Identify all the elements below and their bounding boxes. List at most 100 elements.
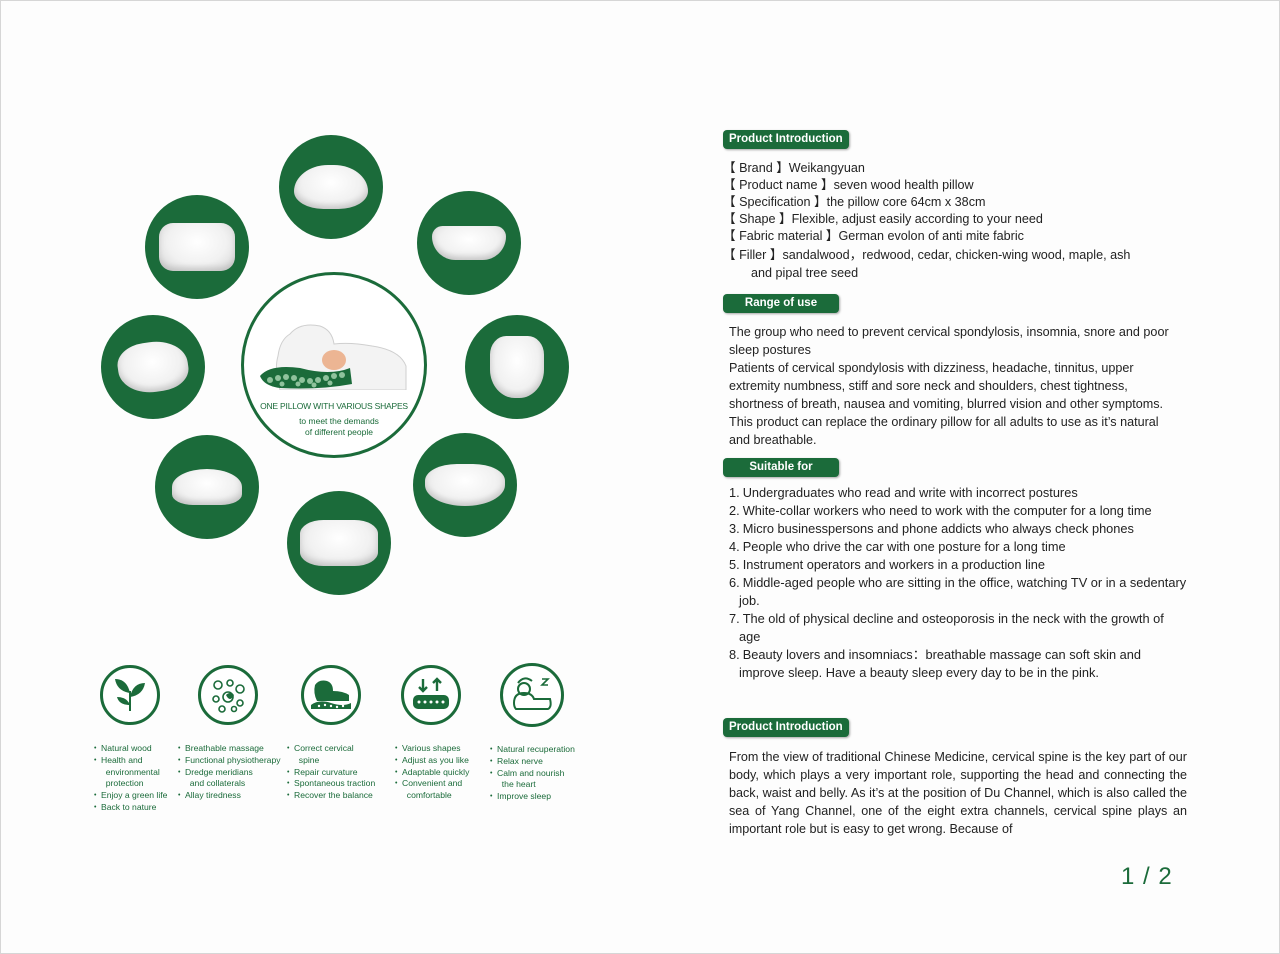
product-introduction-text: From the view of traditional Chinese Med…: [729, 750, 1187, 836]
pillow-image: [300, 520, 378, 566]
list-item: 5. Instrument operators and workers in a …: [729, 556, 1187, 574]
pillow-image: [159, 223, 235, 271]
section-tag-range-of-use: Range of use: [723, 294, 839, 313]
list-text: The old of physical decline and osteopor…: [739, 611, 1164, 644]
pillow-shape-2: [145, 195, 249, 299]
feature-natural: Natural wood Health and environmental pr…: [94, 665, 167, 814]
center-title: ONE PILLOW WITH VARIOUS SHAPES: [260, 401, 408, 411]
list-number: 3.: [729, 521, 740, 536]
feature-item: Spontaneous traction: [287, 778, 375, 790]
feature-item: Adjust as you like: [395, 755, 469, 767]
sleeping-person-icon: [500, 663, 564, 727]
feature-sleep: Natural recuperation Relax nerve Calm an…: [490, 663, 575, 803]
feature-item: the heart: [497, 779, 536, 790]
feature-item: Calm and nourish: [490, 768, 575, 780]
list-number: 8.: [729, 647, 740, 662]
feature-item: Functional physiotherapy: [178, 755, 281, 767]
list-item: 3. Micro businesspersons and phone addict…: [729, 520, 1187, 538]
feature-item: Repair curvature: [287, 767, 375, 779]
list-number: 2.: [729, 503, 740, 518]
feature-list: Breathable massage Functional physiother…: [178, 743, 281, 802]
list-item: 7. The old of physical decline and osteop…: [729, 610, 1187, 646]
spec-fabric: 【 Fabric material 】German evolon of anti…: [723, 229, 1024, 244]
pillow-shape-7: [413, 433, 517, 537]
pillow-shape-4: [101, 315, 205, 419]
spec-product-name: 【 Product name 】seven wood health pillow: [723, 178, 974, 193]
feature-list: Natural wood Health and environmental pr…: [94, 743, 167, 814]
feature-item: Correct cervical: [287, 743, 375, 755]
list-text: Middle-aged people who are sitting in th…: [739, 575, 1187, 608]
feature-item: Dredge meridians: [178, 767, 281, 779]
feature-item: Adaptable quickly: [395, 767, 469, 779]
pillow-image: [432, 226, 506, 260]
pillow-image: [490, 336, 544, 398]
spec-filler-cont: and pipal tree seed: [751, 265, 859, 280]
feature-cervical: Correct cervical spine Repair curvature …: [287, 665, 375, 802]
feature-list: Natural recuperation Relax nerve Calm an…: [490, 744, 575, 803]
feature-item: environmental: [101, 766, 160, 777]
spec-brand: 【 Brand 】Weikangyuan: [723, 161, 865, 175]
page-number: 1 / 2: [1121, 863, 1173, 890]
pillow-shape-8: [287, 491, 391, 595]
feature-item: Natural recuperation: [490, 744, 575, 756]
section-tag-suitable-for: Suitable for: [723, 458, 839, 477]
product-specs: 【 Brand 】Weikangyuan 【 Product name 】sev…: [723, 160, 1130, 282]
pillow-image: [114, 337, 192, 397]
list-text: Beauty lovers and insomniacs：breathable …: [739, 647, 1142, 680]
feature-item: Health and: [94, 755, 167, 767]
list-text: People who drive the car with one postur…: [742, 539, 1066, 554]
feature-item: Improve sleep: [490, 791, 575, 803]
feature-item: Natural wood: [94, 743, 167, 755]
feature-item: Back to nature: [94, 802, 167, 814]
feature-item: protection: [101, 778, 144, 789]
massage-beads-icon: [198, 665, 258, 725]
neck-support-icon: [301, 665, 361, 725]
feature-item: and collaterals: [185, 778, 246, 789]
pillow-image: [294, 165, 368, 209]
list-number: 5.: [729, 557, 740, 572]
adjustable-arrows-icon: [401, 665, 461, 725]
center-subtitle: to meet the demands of different people: [299, 416, 379, 437]
list-item: 6. Middle-aged people who are sitting in …: [729, 574, 1187, 610]
feature-massage: Breathable massage Functional physiother…: [178, 665, 281, 802]
list-item: 4. People who drive the car with one post…: [729, 538, 1187, 556]
section-tag-product-introduction-2: Product Introduction: [723, 718, 849, 737]
center-illustration: ONE PILLOW WITH VARIOUS SHAPES to meet t…: [241, 272, 427, 458]
list-number: 4.: [729, 539, 740, 554]
pillow-image: [172, 469, 242, 505]
list-text: Instrument operators and workers in a pr…: [742, 557, 1045, 572]
feature-item: Convenient and: [395, 778, 469, 790]
head-on-pillow-illustration: [260, 324, 407, 390]
feature-item: Enjoy a green life: [94, 790, 167, 802]
pillow-shape-3: [417, 191, 521, 295]
list-item: 8. Beauty lovers and insomniacs：breathabl…: [729, 646, 1187, 682]
range-of-use-text: The group who need to prevent cervical s…: [729, 325, 1169, 447]
feature-item: Allay tiredness: [178, 790, 281, 802]
spec-filler: 【 Filler 】sandalwood，redwood, cedar, chi…: [723, 248, 1131, 263]
spec-specification: 【 Specification 】the pillow core 64cm x …: [723, 195, 986, 210]
list-number: 7.: [729, 611, 740, 626]
section-tag-product-introduction: Product Introduction: [723, 130, 849, 149]
feature-item: comfortable: [402, 790, 452, 801]
leaves-icon: [100, 665, 160, 725]
pillow-shape-5: [465, 315, 569, 419]
list-text: White-collar workers who need to work wi…: [742, 503, 1152, 518]
list-item: 2. White-collar workers who need to work …: [729, 502, 1187, 520]
feature-shapes: Various shapes Adjust as you like Adapta…: [395, 665, 469, 802]
spec-shape: 【 Shape 】Flexible, adjust easily accordi…: [723, 212, 1043, 227]
feature-list: Correct cervical spine Repair curvature …: [287, 743, 375, 802]
feature-item: Recover the balance: [287, 790, 375, 802]
pillow-shape-1: [279, 135, 383, 239]
list-number: 1.: [729, 485, 740, 500]
suitable-for-list: 1. Undergraduates who read and write with…: [729, 484, 1187, 682]
feature-list: Various shapes Adjust as you like Adapta…: [395, 743, 469, 802]
list-text: Undergraduates who read and write with i…: [742, 485, 1078, 500]
list-item: 1. Undergraduates who read and write with…: [729, 484, 1187, 502]
feature-item: spine: [294, 754, 320, 765]
pillow-image: [425, 464, 505, 506]
feature-item: Various shapes: [395, 743, 469, 755]
pillow-shape-6: [155, 435, 259, 539]
feature-item: Relax nerve: [490, 756, 575, 768]
list-number: 6.: [729, 575, 740, 590]
